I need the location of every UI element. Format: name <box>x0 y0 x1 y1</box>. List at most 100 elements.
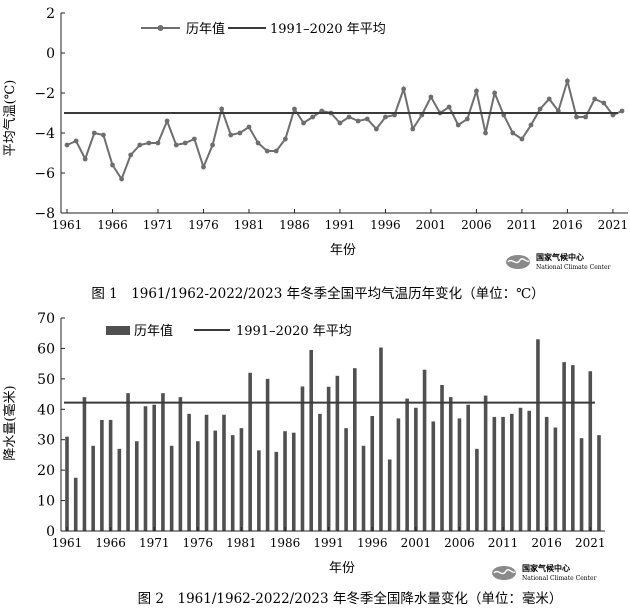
precipitation-x-tick-label: 1966 <box>95 536 126 550</box>
temperature-data-point <box>383 114 388 120</box>
temperature-data-point <box>246 124 252 130</box>
temperature-data-point <box>364 116 370 122</box>
temperature-data-point <box>401 86 407 92</box>
temperature-x-tick-label: 1996 <box>370 218 401 232</box>
precipitation-bar <box>100 419 104 531</box>
temperature-data-point <box>110 162 115 168</box>
temperature-data-point <box>510 130 516 136</box>
precipitation-bar <box>475 448 479 531</box>
temperature-y-tick-label: 0 <box>46 46 55 62</box>
precipitation-bar <box>309 349 313 531</box>
precipitation-watermark-english: National Climate Center <box>522 575 597 582</box>
precipitation-caption: 图 2 1961/1962-2022/2023 年冬季全国降水量变化（单位：毫米… <box>138 590 563 607</box>
precipitation-bar <box>562 362 566 531</box>
temperature-y-axis-label: 平均气温(℃) <box>2 80 18 157</box>
temperature-y-tick-label: 2 <box>46 6 55 22</box>
precipitation-bar <box>597 435 601 531</box>
temperature-data-point <box>264 148 270 154</box>
precipitation-chart: 0 10 20 30 40 50 60 70 1961 1966 1971 1976 1981 1986 1… <box>2 311 606 607</box>
precipitation-x-tick-label: 1991 <box>313 536 344 550</box>
precipitation-bar <box>73 477 78 531</box>
precipitation-x-tick-label: 2001 <box>401 536 432 550</box>
temperature-data-point <box>355 118 361 124</box>
precipitation-bar <box>405 398 409 531</box>
precipitation-bar <box>230 435 235 531</box>
precipitation-bar <box>396 418 401 531</box>
temperature-x-tick-label: 1986 <box>279 218 310 232</box>
precipitation-x-tick-label: 2021 <box>575 536 606 550</box>
temperature-x-tick-label: 2011 <box>507 218 538 232</box>
precipitation-bar <box>187 413 191 531</box>
precipitation-bar <box>579 438 584 531</box>
temperature-data-point <box>619 108 625 114</box>
temperature-data-point <box>474 88 479 94</box>
temperature-data-point <box>210 142 215 148</box>
precipitation-bar <box>588 371 593 531</box>
temperature-x-tick-label: 1961 <box>52 218 83 232</box>
temperature-x-axis-label: 年份 <box>330 243 356 258</box>
precipitation-bar <box>239 428 244 531</box>
temperature-x-tick-label: 1976 <box>188 218 219 232</box>
precipitation-y-tick-label: 70 <box>37 311 55 327</box>
precipitation-x-axis-label: 年份 <box>329 561 355 576</box>
precipitation-bar <box>527 410 532 531</box>
precipitation-x-tick-label: 1986 <box>270 536 301 550</box>
precipitation-x-tick-label: 2011 <box>488 536 519 550</box>
precipitation-bar <box>466 404 470 531</box>
temperature-data-point <box>146 140 152 146</box>
precipitation-bar <box>222 414 226 531</box>
temperature-series-line <box>66 77 623 182</box>
temperature-data-point <box>201 164 206 170</box>
temperature-data-point <box>592 96 598 102</box>
temperature-data-point <box>346 114 352 120</box>
precipitation-bar <box>440 384 444 531</box>
temperature-y-tick-label: −4 <box>34 126 55 142</box>
precipitation-bar <box>571 365 575 531</box>
precipitation-x-tick-label: 1971 <box>139 536 170 550</box>
temperature-x-tick-label: 1991 <box>325 218 356 232</box>
precipitation-bar <box>248 372 252 531</box>
temperature-data-point <box>191 136 197 142</box>
temperature-data-point <box>73 138 79 144</box>
precipitation-y-tick-label: 50 <box>37 372 55 388</box>
temperature-data-point <box>537 106 543 112</box>
temperature-data-point <box>64 142 70 148</box>
temperature-data-point <box>464 116 470 122</box>
temperature-data-point <box>128 152 134 158</box>
precipitation-bar <box>91 445 95 531</box>
temperature-data-point <box>182 140 188 146</box>
precipitation-bar <box>361 445 366 531</box>
temperature-data-point <box>82 156 88 162</box>
precipitation-bar <box>117 448 122 531</box>
precipitation-bar <box>344 428 348 531</box>
temperature-data-point <box>292 106 297 112</box>
precipitation-bar <box>65 436 69 531</box>
temperature-data-point <box>237 130 243 136</box>
precipitation-x-tick-label: 2006 <box>444 536 475 550</box>
precipitation-y-axis-label: 降水量(毫米) <box>2 385 18 460</box>
legend-label-normal-precip: 1991–2020 年平均 <box>236 324 352 339</box>
precipitation-bar <box>143 406 148 531</box>
temperature-data-point <box>282 136 288 142</box>
temperature-data-point <box>228 132 234 138</box>
temperature-data-point <box>410 126 416 132</box>
temperature-data-point <box>492 90 498 96</box>
precipitation-bar <box>318 413 322 531</box>
precipitation-bar <box>161 393 165 531</box>
temperature-data-point <box>483 130 488 136</box>
temperature-data-point <box>583 114 589 120</box>
temperature-data-point <box>155 140 161 146</box>
temperature-data-point <box>301 120 306 126</box>
precipitation-bar <box>483 395 488 531</box>
temperature-data-point <box>164 118 170 124</box>
precipitation-y-tick-label: 40 <box>37 402 55 418</box>
precipitation-y-tick-label: 10 <box>37 494 55 510</box>
temperature-data-point <box>255 140 261 146</box>
temperature-legend: 历年值 1991–2020 年平均 <box>141 21 386 37</box>
temperature-caption: 图 1 1961/1962-2022/2023 年冬季全国平均气温历年变化（单位… <box>91 285 544 302</box>
precipitation-y-tick-label: 60 <box>37 341 55 357</box>
temperature-x-tick-label: 2021 <box>598 218 629 232</box>
temperature-data-point <box>546 96 552 102</box>
